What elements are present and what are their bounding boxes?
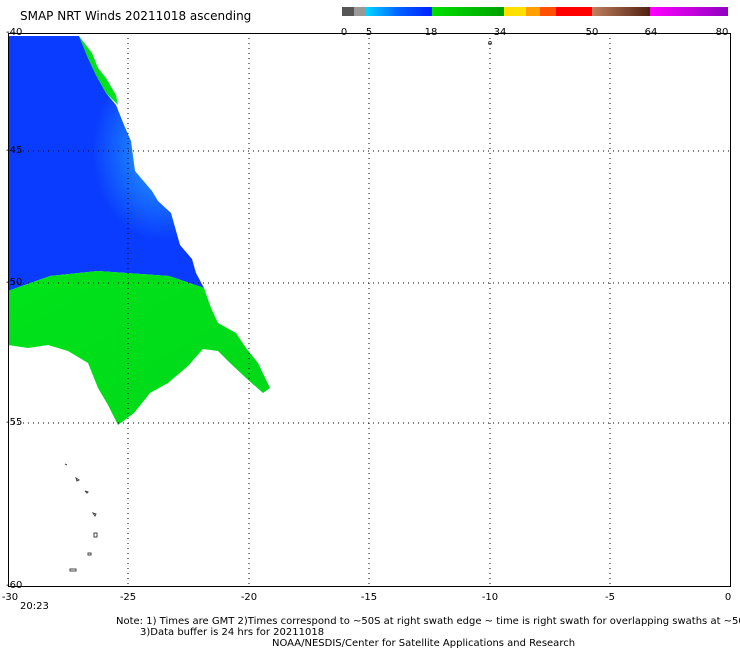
colorbar-label: 34	[493, 27, 507, 38]
colorbar-segment	[526, 7, 540, 16]
wind-green-sliver	[79, 36, 118, 105]
colorbar-label: 0	[340, 27, 348, 38]
lat-label: -50	[6, 277, 23, 288]
colorbar-segment	[592, 7, 650, 16]
wind-speed-colorbar: 0 5 18 34 50 64 80	[341, 7, 728, 38]
lat-label: -55	[6, 417, 23, 428]
colorbar-segment	[556, 7, 592, 16]
colorbar-segment	[342, 7, 354, 16]
pass-time-label: 20:23	[20, 601, 49, 612]
colorbar-segment	[366, 7, 432, 16]
lat-lon-grid	[8, 33, 731, 587]
map-title: SMAP NRT Winds 20211018 ascending	[20, 9, 252, 23]
colorbar-label: 64	[644, 27, 658, 38]
colorbar-segment	[432, 7, 504, 16]
lon-label: 0	[724, 592, 732, 603]
colorbar-segment	[354, 7, 366, 16]
colorbar-label: 80	[715, 27, 729, 38]
colorbar-segment	[650, 7, 728, 16]
island-markers	[64, 41, 492, 572]
lon-label: -25	[119, 592, 137, 603]
lon-label: -10	[481, 592, 499, 603]
colorbar-label: 18	[424, 27, 438, 38]
footnote-line-2: 3)Data buffer is 24 hrs for 20211018	[140, 627, 325, 638]
lat-label: -45	[6, 145, 23, 156]
lon-label: -30	[1, 592, 19, 603]
colorbar-segment	[540, 7, 556, 16]
wind-green-region	[8, 271, 270, 425]
footnote-line-1: Note: 1) Times are GMT 2)Times correspon…	[116, 616, 740, 627]
lat-label: -40	[6, 27, 23, 38]
lon-label: -15	[360, 592, 378, 603]
lon-label: -20	[240, 592, 258, 603]
credit-line: NOAA/NESDIS/Center for Satellite Applica…	[272, 638, 576, 649]
colorbar-label: 50	[585, 27, 599, 38]
wind-blue-region	[8, 36, 204, 291]
lon-label: -5	[605, 592, 615, 603]
map-frame	[8, 33, 731, 587]
colorbar-label: 5	[365, 27, 373, 38]
colorbar-segment	[504, 7, 526, 16]
wind-map[interactable]	[8, 33, 731, 587]
lat-label: -60	[6, 580, 23, 591]
